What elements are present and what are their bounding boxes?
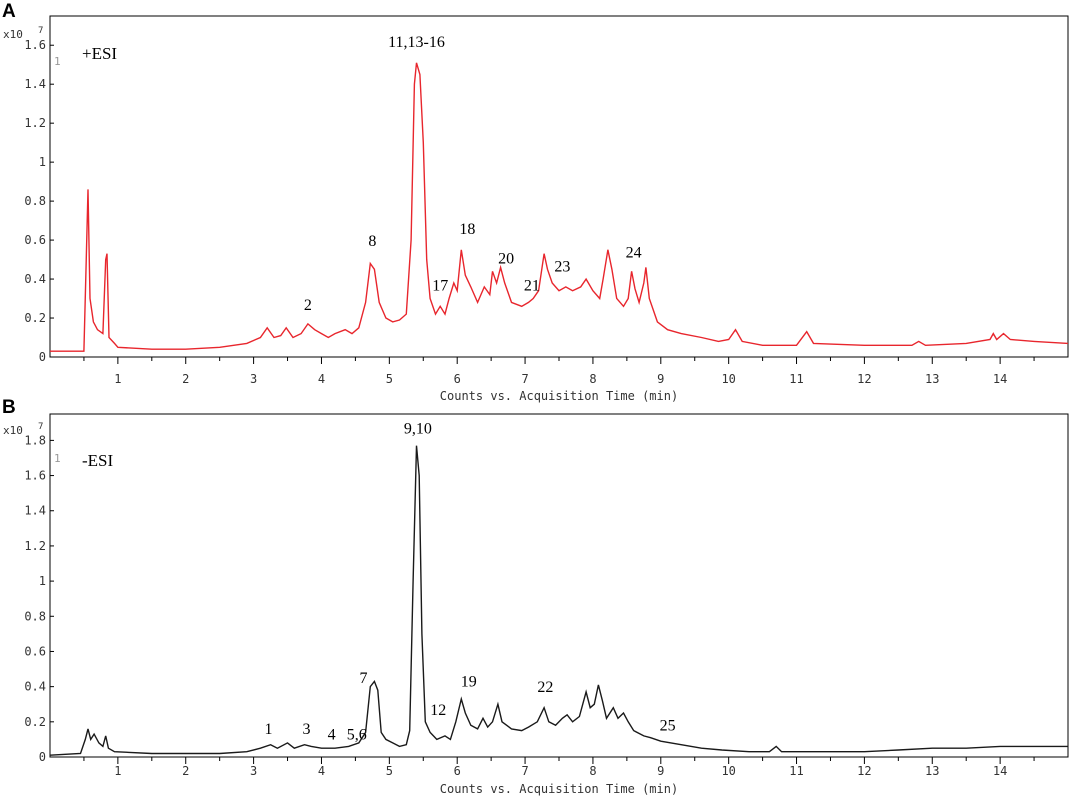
panel-b-letter: B — [2, 397, 16, 418]
y-tick-label: 1.2 — [24, 539, 46, 553]
y-tick-label: 0.6 — [24, 644, 46, 658]
x-tick-label: 2 — [182, 764, 189, 778]
x-tick-label: 10 — [721, 372, 735, 386]
x-tick-label: 13 — [925, 372, 939, 386]
y-tick-label: 1.8 — [24, 433, 46, 447]
panel-a-scale-label: x10 — [3, 28, 23, 41]
x-tick-label: 6 — [454, 372, 461, 386]
x-tick-label: 3 — [250, 764, 257, 778]
panel-b-series-line — [49, 445, 1068, 756]
peak-label: 24 — [626, 245, 642, 262]
x-tick-label: 8 — [589, 764, 596, 778]
panel-a-x-axis-label: Counts vs. Acquisition Time (min) — [440, 389, 678, 403]
peak-label: 22 — [537, 679, 553, 696]
x-tick-label: 9 — [657, 764, 664, 778]
x-tick-label: 2 — [182, 372, 189, 386]
panel-a-scale-exp: 7 — [38, 26, 43, 36]
panel-b-x-axis-label: Counts vs. Acquisition Time (min) — [440, 782, 678, 796]
peak-label: 21 — [524, 278, 540, 295]
panel-b-frame — [49, 413, 1069, 758]
x-tick-label: 12 — [857, 372, 871, 386]
x-tick-label: 11 — [789, 764, 803, 778]
panel-b-series-index: 1 — [54, 452, 61, 465]
peak-label: 5,6 — [347, 726, 367, 743]
x-tick-label: 10 — [721, 764, 735, 778]
y-tick-label: 0.8 — [24, 194, 46, 208]
x-tick-label: 7 — [521, 764, 528, 778]
peak-label: 11,13-16 — [388, 34, 445, 51]
peak-label: 23 — [554, 258, 570, 275]
panel-b-scale-exp: 7 — [38, 422, 43, 432]
y-tick-label: 1.4 — [24, 77, 46, 91]
y-tick-label: 1 — [39, 155, 46, 169]
panel-a-frame — [49, 15, 1069, 358]
panel-a-mode-label: +ESI — [82, 44, 117, 63]
panel-a-y-axis: 0 0.2 0.4 0.6 0.8 1 1.2 1.4 1.6 — [24, 38, 54, 364]
x-tick-label: 1 — [114, 372, 121, 386]
x-tick-label: 7 — [521, 372, 528, 386]
peak-label: 7 — [360, 670, 368, 687]
panel-a: A x10 7 1 +ESI 0 0.2 0.4 0.6 0.8 1 1.2 1.4 1.6 1… — [2, 1, 1069, 403]
x-tick-label: 14 — [993, 372, 1007, 386]
panel-b-x-axis: 1 2 3 4 5 6 7 8 9 10 11 12 13 14 — [83, 757, 1035, 778]
peak-label: 3 — [303, 721, 311, 738]
peak-label: 20 — [498, 250, 514, 267]
panel-a-annotations: 2 8 11,13-16 17 18 20 21 23 24 — [304, 34, 642, 314]
panel-a-letter: A — [2, 1, 16, 22]
peak-label: 19 — [461, 674, 477, 691]
panel-b-mode-label: -ESI — [82, 451, 114, 470]
y-tick-label: 0.8 — [24, 609, 46, 623]
x-tick-label: 13 — [925, 764, 939, 778]
x-tick-label: 14 — [993, 764, 1007, 778]
x-tick-label: 5 — [386, 372, 393, 386]
x-tick-label: 5 — [386, 764, 393, 778]
y-tick-label: 0.2 — [24, 715, 46, 729]
peak-label: 4 — [328, 726, 336, 743]
y-tick-label: 1.6 — [24, 469, 46, 483]
y-tick-label: 0.4 — [24, 680, 46, 694]
y-tick-label: 1.2 — [24, 116, 46, 130]
x-tick-label: 8 — [589, 372, 596, 386]
panel-b-y-axis: 0 0.2 0.4 0.6 0.8 1 1.2 1.4 1.6 1.8 — [24, 433, 54, 764]
panel-b: B x10 7 1 -ESI 0 0.2 0.4 0.6 0.8 1 1.2 1.4 1.6 1.… — [2, 397, 1069, 796]
panel-a-x-axis: 1 2 3 4 5 6 7 8 9 10 11 12 13 14 — [83, 357, 1035, 386]
y-tick-label: 1 — [39, 574, 46, 588]
panel-b-scale-label: x10 — [3, 424, 23, 437]
peak-label: 18 — [459, 221, 475, 238]
x-tick-label: 12 — [857, 764, 871, 778]
x-tick-label: 6 — [454, 764, 461, 778]
y-tick-label: 1.6 — [24, 38, 46, 52]
x-tick-label: 1 — [114, 764, 121, 778]
peak-label: 12 — [430, 702, 446, 719]
y-tick-label: 0 — [39, 350, 46, 364]
peak-label: 25 — [660, 718, 676, 735]
x-tick-label: 4 — [318, 372, 325, 386]
peak-label: 2 — [304, 297, 312, 314]
y-tick-label: 0.6 — [24, 233, 46, 247]
peak-label: 17 — [432, 278, 448, 295]
x-tick-label: 9 — [657, 372, 664, 386]
peak-label: 9,10 — [404, 420, 432, 437]
peak-label: 8 — [368, 233, 376, 250]
y-tick-label: 0.4 — [24, 272, 46, 286]
y-tick-label: 1.4 — [24, 504, 46, 518]
x-tick-label: 3 — [250, 372, 257, 386]
x-tick-label: 11 — [789, 372, 803, 386]
peak-label: 1 — [265, 721, 273, 738]
y-tick-label: 0.2 — [24, 311, 46, 325]
panel-a-series-line — [50, 62, 1069, 352]
y-tick-label: 0 — [39, 750, 46, 764]
panel-a-series-index: 1 — [54, 55, 61, 68]
panel-b-annotations: 1 3 4 5,6 7 9,10 12 19 22 25 — [265, 420, 676, 743]
x-tick-label: 4 — [318, 764, 325, 778]
